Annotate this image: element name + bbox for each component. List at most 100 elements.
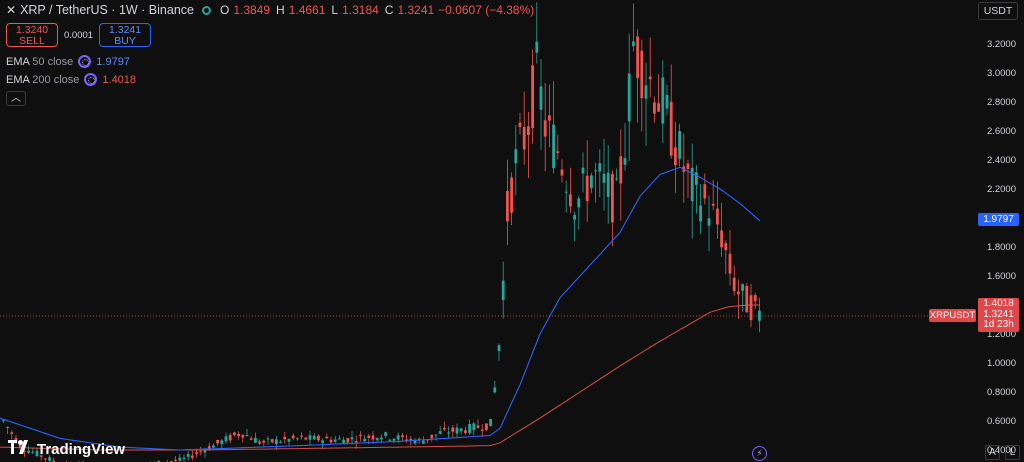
candle-body <box>178 457 182 461</box>
bar-countdown: 1d 23h <box>983 319 1014 330</box>
candle <box>39 454 43 461</box>
symbol-title[interactable]: XRP / TetherUS · 1W · Binance <box>20 3 194 17</box>
candle-body <box>644 85 648 99</box>
y-tick-label: 0.6000 <box>987 416 1016 427</box>
candle-body <box>249 438 253 440</box>
close-icon[interactable]: ✕ <box>6 3 17 17</box>
candle-body <box>27 450 30 453</box>
candle-body <box>732 277 736 291</box>
candle <box>434 434 438 441</box>
candle <box>615 168 618 181</box>
candle-body <box>531 65 534 128</box>
candle-body <box>518 122 522 127</box>
candle-body <box>2 420 5 422</box>
chevron-up-icon[interactable]: ︿ <box>6 91 26 106</box>
candle <box>447 426 450 439</box>
candle <box>489 418 492 427</box>
sell-button[interactable]: 1.3240 SELL <box>6 23 58 47</box>
candle-body <box>325 436 329 439</box>
candle <box>438 426 442 435</box>
candle-body <box>459 428 463 432</box>
ohlc-low-label: L <box>331 3 339 17</box>
candle-body <box>6 427 9 429</box>
candle <box>636 29 639 123</box>
ohlc-low: 1.3184 <box>342 3 379 17</box>
candle <box>283 431 287 444</box>
auto-scale-button[interactable]: A <box>985 445 1000 460</box>
y-tick-label: 1.6000 <box>987 271 1016 282</box>
candle-body <box>39 455 43 457</box>
candle <box>468 419 471 436</box>
candle <box>464 426 467 435</box>
indicator-settings-icon[interactable] <box>78 55 92 68</box>
candle-body <box>657 103 660 112</box>
y-tick-label: 0.4000 <box>987 445 1016 456</box>
lightning-icon[interactable]: ⚡ <box>752 446 767 461</box>
tradingview-logo[interactable]: TradingView <box>8 440 125 458</box>
candle-body <box>270 439 274 443</box>
candle <box>590 172 593 193</box>
log-scale-button[interactable]: L <box>1005 445 1020 460</box>
candle-body <box>228 434 232 441</box>
candle-body <box>342 439 345 444</box>
candle-body <box>569 194 572 207</box>
candle-body <box>329 439 333 443</box>
candle <box>405 434 408 443</box>
buy-button[interactable]: 1.3241 BUY <box>99 23 152 47</box>
candle-body <box>321 440 324 443</box>
candle-body <box>648 76 652 80</box>
candle <box>304 437 308 441</box>
candle <box>514 125 518 196</box>
candle <box>191 450 194 461</box>
candle-body <box>212 445 215 448</box>
candle-body <box>611 173 614 223</box>
candle-body <box>695 172 698 185</box>
candle <box>749 283 753 328</box>
candle-body <box>640 50 644 99</box>
candle-body <box>254 437 257 443</box>
candle-body <box>573 215 576 220</box>
candle-body <box>455 427 459 434</box>
candle <box>44 458 47 462</box>
ema200-legend[interactable]: EMA 200 close 1.4018 <box>6 73 136 86</box>
price-axis: 3.20003.00002.80002.60002.40002.20002.00… <box>987 39 1016 456</box>
candle-body <box>296 438 299 440</box>
candle-body <box>312 435 316 440</box>
candle <box>312 433 316 440</box>
indicator-settings-icon[interactable] <box>84 73 98 86</box>
candle <box>686 159 690 198</box>
candle-body <box>359 434 362 436</box>
candle-body <box>476 425 480 428</box>
currency-button[interactable]: USDT <box>978 2 1018 20</box>
y-tick-label: 3.0000 <box>987 68 1016 79</box>
candle <box>598 149 602 198</box>
candle-body <box>619 156 623 184</box>
candle <box>459 427 463 435</box>
candle <box>644 62 648 146</box>
candle <box>535 2 539 64</box>
candle <box>186 451 190 461</box>
candle-body <box>388 439 392 441</box>
candle-body <box>615 178 618 180</box>
y-tick-label: 2.8000 <box>987 97 1016 108</box>
candle-body <box>224 436 228 442</box>
candle <box>724 240 728 275</box>
candle-body <box>594 170 597 172</box>
candle <box>275 435 278 450</box>
candle <box>451 424 455 438</box>
ema200-name: EMA <box>6 73 30 86</box>
candle <box>354 435 358 449</box>
y-tick-label: 1.0000 <box>987 358 1016 369</box>
candle <box>564 180 568 213</box>
ema50-legend[interactable]: EMA 50 close 1.9797 <box>6 55 130 68</box>
candle <box>287 438 291 446</box>
candle-body <box>258 441 261 444</box>
candle <box>417 437 421 444</box>
candle-body <box>577 198 581 208</box>
ema50-name: EMA <box>6 55 30 68</box>
candle <box>602 138 606 211</box>
candle <box>455 423 459 438</box>
candle-body <box>539 86 543 110</box>
candle-body <box>602 173 606 183</box>
